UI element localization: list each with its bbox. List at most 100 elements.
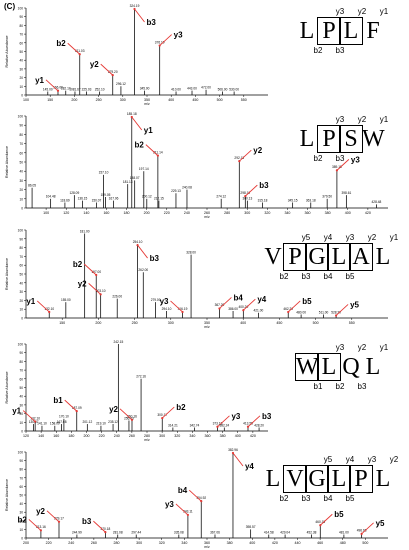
y-tick-label: 10 [19, 197, 23, 201]
b-fragment-label: b3 [335, 154, 345, 163]
spectrum-chart-2: 0 10 20 30 40 50 60 70 80 90 100 Relative Abundance… [5, 112, 388, 219]
residue: L [365, 354, 381, 380]
ion-arrow [159, 34, 172, 46]
peak-label: 229.13 [171, 189, 181, 193]
x-tick-label: 550 [241, 98, 247, 102]
y-tick-label: 50 [19, 386, 23, 390]
x-tick-label: 420 [365, 211, 371, 215]
peak-label: 324.19 [130, 4, 140, 8]
ion-label: y3 [174, 31, 183, 40]
peak-label: 197.00 [91, 270, 101, 274]
peak-label: 104.48 [46, 195, 56, 199]
y-tick-label: 30 [19, 403, 23, 407]
x-tick-label: 180 [68, 434, 74, 438]
ion-arrow [100, 63, 114, 76]
peak-label: 460.15 [315, 520, 325, 524]
ion-label: y2 [253, 146, 262, 155]
ion-arrow [319, 513, 333, 526]
x-tick-label: 120 [23, 434, 29, 438]
ion-label: y1 [35, 76, 44, 85]
x-tick-label: 100 [43, 211, 49, 215]
peak-label: 211.03 [75, 49, 85, 53]
ion-arrow [137, 244, 148, 259]
y-tick-label: 90 [19, 237, 23, 241]
y-tick-label: 40 [19, 395, 23, 399]
x-tick-label: 400 [235, 434, 241, 438]
y-fragment-label: y2 [357, 7, 367, 16]
y-tick-label: 10 [19, 528, 23, 532]
ion-label: b5 [334, 510, 344, 519]
residue: W [295, 353, 319, 381]
ion-arrow [361, 522, 374, 535]
ion-arrow [22, 410, 36, 422]
ion-arrowhead [133, 7, 136, 11]
y-tick-label: 30 [19, 179, 23, 183]
y-fragment-label: y3 [335, 343, 345, 352]
y-tick-label: 50 [19, 161, 23, 165]
peak-label: 472.00 [201, 86, 211, 90]
peak-label: 155.00 [61, 298, 71, 302]
ion-arrow [46, 510, 60, 523]
peak-label: 244.99 [72, 530, 82, 534]
peak-label: 367.06 [210, 530, 220, 534]
y-tick-label: 50 [19, 494, 23, 498]
peak-label: 187.09 [72, 406, 82, 410]
peak-label: 200.12 [142, 195, 152, 199]
ion-label: b1 [53, 396, 63, 405]
ion-arrowhead [158, 44, 161, 47]
ion-label: b3 [150, 254, 160, 263]
ion-arrowhead [75, 410, 78, 413]
ion-label: b2 [73, 260, 83, 269]
peak-label: 262.00 [138, 268, 148, 272]
peak-label: 130.07 [29, 420, 39, 424]
peak-label: 297.44 [131, 530, 141, 534]
ion-arrow [88, 283, 101, 295]
residue: P [349, 465, 373, 493]
x-tick-label: 200 [23, 541, 29, 545]
peak-label: 170.10 [59, 415, 69, 419]
peak-label: 398.57 [246, 525, 256, 529]
peak-label: 292.13 [234, 156, 244, 160]
y-tick-label: 60 [19, 41, 23, 45]
peak-label: 141.10 [37, 422, 47, 426]
ion-label: y3 [165, 500, 174, 509]
x-tick-label: 240 [184, 211, 190, 215]
y-tick-label: 20 [19, 76, 23, 80]
ion-arrowhead [57, 520, 61, 523]
ion-arrowhead [238, 160, 241, 163]
y-tick-label: 80 [19, 468, 23, 472]
y-tick-label: 100 [18, 343, 24, 347]
residue: L [375, 466, 391, 492]
y-tick-label: 10 [19, 308, 23, 312]
peak-label: 376.19 [155, 40, 165, 44]
y-tick-label: 100 [18, 451, 24, 455]
peak-label: 219.10 [96, 422, 106, 426]
ion-arrow [67, 42, 81, 55]
x-tick-label: 280 [224, 211, 230, 215]
peak-label: 136.15 [78, 196, 88, 200]
spectrum-chart-1: 0 10 20 30 40 50 60 70 80 90 100 Relative Abundance… [5, 4, 268, 106]
x-tick-label: 220 [164, 211, 170, 215]
peak-label: 410.00 [171, 87, 181, 91]
peak-label: 281.08 [113, 530, 123, 534]
ion-label: y5 [350, 300, 359, 309]
x-tick-label: 380 [227, 541, 233, 545]
x-tick-label: 150 [47, 98, 53, 102]
x-tick-label: 350 [144, 98, 150, 102]
spectrum-chart-4: 0 10 20 30 40 50 60 70 80 90 100 Relative Abundance… [5, 340, 272, 442]
x-tick-label: 300 [136, 541, 142, 545]
x-tick-label: 200 [84, 434, 90, 438]
y-tick-label: 80 [19, 246, 23, 250]
x-tick-label: 260 [204, 211, 210, 215]
peak-label: 528.30 [331, 310, 341, 314]
ion-arrowhead [111, 74, 114, 77]
y-tick-label: 70 [19, 369, 23, 373]
spectrum-chart-3: 0 10 20 30 40 50 60 70 80 90 100 Relative Abundance… [5, 229, 388, 329]
ion-label: b4 [178, 486, 188, 495]
x-tick-label: 500 [217, 98, 223, 102]
y-tick-label: 60 [19, 377, 23, 381]
b-fragment-label: b3 [357, 382, 367, 391]
peak-label: 421.00 [254, 309, 264, 313]
ion-arrowhead [34, 420, 37, 423]
residue: V [283, 465, 307, 493]
